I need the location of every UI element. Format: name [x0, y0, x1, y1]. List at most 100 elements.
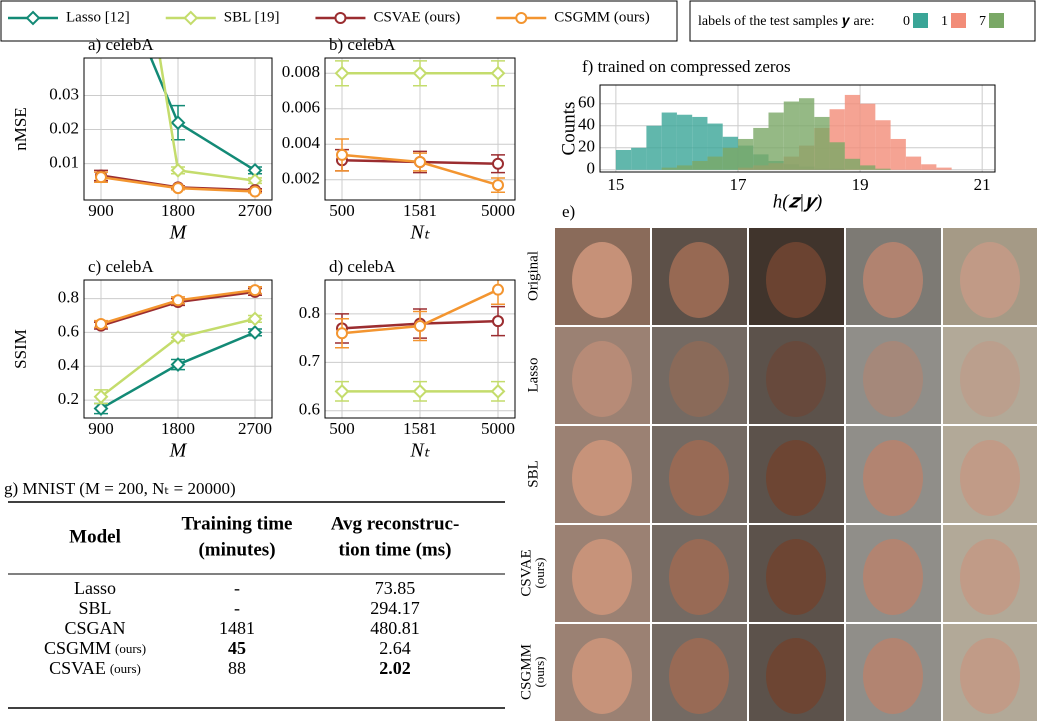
y-tick-label: 0.004 — [282, 133, 321, 152]
table-cell-part: SBL — [78, 598, 111, 618]
x-tick-label: 1800 — [161, 419, 195, 438]
table-cell: - — [234, 598, 240, 618]
hist-bar — [692, 160, 708, 170]
face — [960, 242, 1020, 318]
y-tick-label: 0.01 — [49, 152, 79, 171]
face — [572, 440, 632, 516]
x-tick-label: 17 — [729, 175, 747, 194]
plot — [334, 280, 506, 402]
plot — [93, 284, 263, 416]
hist-bar — [783, 101, 800, 170]
x-tick-label: 500 — [329, 201, 355, 220]
point — [247, 325, 263, 340]
y-tick-label: 0.006 — [282, 98, 320, 117]
hist-bar — [799, 98, 815, 170]
x-axis-label: Nₜ — [409, 440, 430, 462]
table-cell: CSVAE (ours) — [49, 658, 141, 678]
x-tick-label: 2700 — [238, 419, 272, 438]
x-axis-label: h(𝒛|𝒚) — [773, 191, 823, 212]
face — [766, 440, 826, 516]
point — [172, 294, 184, 307]
face — [863, 539, 923, 615]
legend-swatch — [913, 13, 928, 28]
point — [95, 317, 107, 330]
row-label: Lasso — [525, 358, 541, 393]
hist-bar — [661, 112, 677, 170]
legend-label: 7 — [979, 14, 986, 29]
point — [334, 12, 347, 24]
face — [572, 341, 632, 417]
table-cell-part: CSGMM — [44, 638, 111, 658]
face — [960, 539, 1020, 615]
x-tick-label: 1800 — [161, 201, 195, 220]
plot-frame — [83, 57, 273, 201]
face — [669, 440, 729, 516]
point — [183, 10, 199, 26]
x-tick-label: 5000 — [481, 419, 515, 438]
point — [170, 115, 186, 131]
table-cell: Lasso — [74, 578, 116, 598]
row-label: CSVAE — [518, 549, 534, 596]
point — [412, 65, 428, 81]
point — [95, 171, 107, 184]
x-axis-label: M — [169, 440, 188, 462]
table-cell-part: (ours) — [110, 661, 141, 676]
table-header: Training time — [181, 513, 292, 534]
table-cell: 480.81 — [370, 618, 420, 638]
plot-frame — [599, 84, 996, 173]
table-cell: 294.17 — [370, 598, 420, 618]
face — [766, 638, 826, 714]
hist-bar — [737, 138, 754, 170]
table-cell: 88 — [228, 658, 246, 678]
point — [249, 185, 261, 198]
face — [863, 638, 923, 714]
table-cell: 45 — [228, 638, 246, 658]
legend-label: 0 — [903, 14, 910, 29]
hist-bar — [890, 138, 906, 170]
row-label: (ours) — [532, 656, 547, 687]
hist-bar — [829, 142, 845, 170]
point — [492, 283, 504, 296]
x-tick-label: 900 — [88, 419, 114, 438]
x-tick-label: 5000 — [481, 201, 515, 220]
face — [960, 440, 1020, 516]
table-cell: 2.02 — [379, 658, 411, 678]
hist-bar — [860, 165, 876, 170]
x-axis-label: M — [169, 222, 188, 244]
point — [172, 182, 184, 195]
y-axis-label: Counts — [558, 102, 579, 156]
point — [25, 10, 41, 26]
hist-bar — [875, 168, 891, 170]
face — [863, 341, 923, 417]
y-tick-label: 0.6 — [58, 321, 79, 340]
y-tick-label: 0.6 — [299, 400, 320, 419]
x-tick-label: 15 — [607, 175, 624, 194]
legend-label: CSGMM (ours) — [554, 9, 649, 25]
plot-frame — [324, 57, 516, 201]
point — [93, 401, 109, 416]
face — [669, 341, 729, 417]
hist-bar — [692, 116, 708, 170]
hist-bar — [661, 167, 677, 170]
point — [515, 12, 528, 24]
x-tick-label: 900 — [88, 201, 114, 220]
face — [960, 638, 1020, 714]
table-cell-part: CSGAN — [64, 618, 125, 638]
hist-bar — [921, 164, 937, 170]
legend-label: SBL [19] — [224, 9, 280, 25]
row-label: (ours) — [532, 557, 547, 588]
point — [334, 383, 350, 399]
panel-title: b) celebA — [329, 35, 396, 54]
table-header: Avg reconstruc- — [331, 513, 460, 534]
panel-title: e) — [562, 202, 575, 221]
face — [669, 638, 729, 714]
hist-bar — [676, 114, 693, 170]
y-tick-label: 0.008 — [282, 62, 320, 81]
hist-bar — [676, 165, 693, 170]
legend-label: 1 — [941, 14, 948, 29]
y-tick-label: 0.2 — [58, 389, 79, 408]
x-tick-label: 500 — [329, 419, 355, 438]
hist-bar — [936, 167, 952, 170]
legend-box-labels — [689, 0, 1036, 42]
